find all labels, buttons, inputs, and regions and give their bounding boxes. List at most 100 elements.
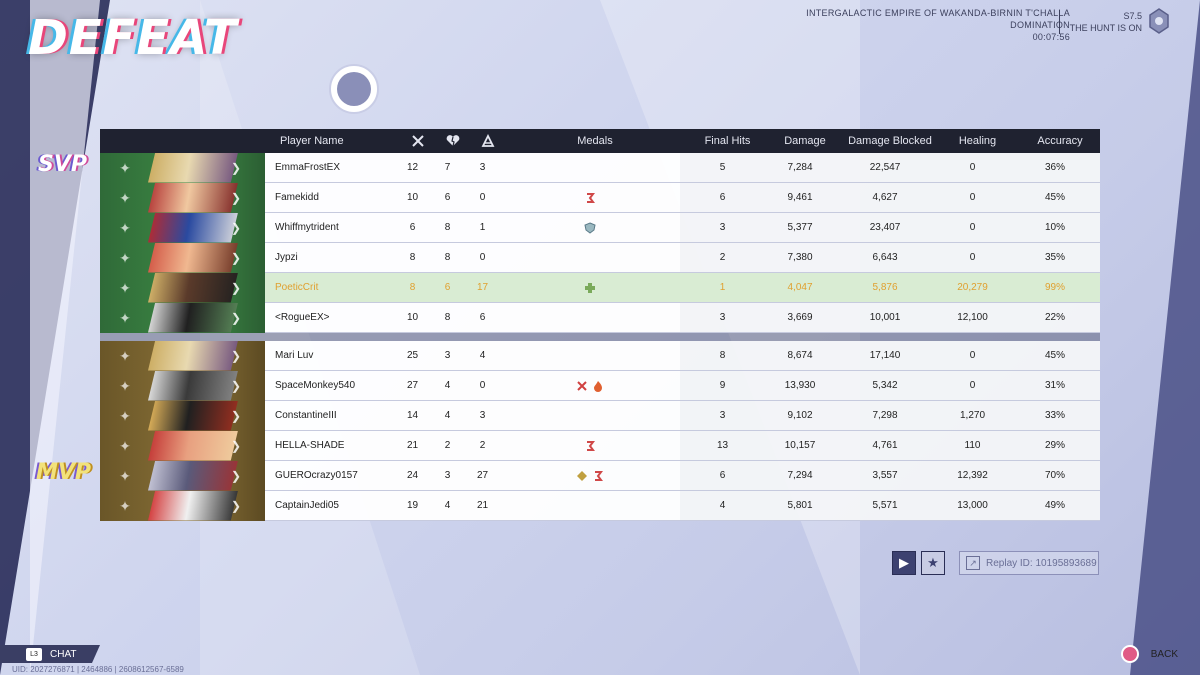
hero-portrait[interactable]: ✦ ❯ — [100, 490, 265, 521]
player-row[interactable]: ✦ ❯ SpaceMonkey540 27 4 0 9 13,930 5,342… — [100, 370, 1100, 401]
damage-value: 5,377 — [765, 213, 835, 242]
hero-portrait[interactable]: ✦ ❯ — [100, 242, 265, 273]
accuracy-value: 70% — [1010, 461, 1100, 490]
fire-medal-icon — [594, 380, 602, 392]
chevron-right-icon: ❯ — [231, 348, 242, 363]
hero-portrait[interactable]: ✦ ❯ — [100, 182, 265, 213]
heal-medal-icon — [585, 282, 595, 293]
damage-value: 5,801 — [765, 491, 835, 520]
hero-role-icon: ✦ — [119, 159, 131, 176]
deaths-value: 8 — [444, 312, 451, 323]
kills-medal-icon — [577, 380, 587, 391]
player-row[interactable]: ✦ ❯ EmmaFrostEX 12 7 3 5 7,284 22,547 0 … — [100, 152, 1100, 183]
accuracy-value: 29% — [1010, 431, 1100, 460]
team-one-rows: ✦ ❯ EmmaFrostEX 12 7 3 5 7,284 22,547 0 … — [100, 152, 1100, 333]
final-hits-value: 9 — [680, 371, 765, 400]
player-name[interactable]: Jypzi — [275, 252, 298, 263]
hero-role-icon: ✦ — [119, 189, 131, 206]
accuracy-value: 45% — [1010, 183, 1100, 212]
match-result-title: DEFEAT — [28, 10, 238, 66]
header-damage: Damage — [784, 135, 826, 147]
chevron-right-icon: ❯ — [231, 310, 242, 325]
hero-portrait[interactable]: ✦ ❯ — [100, 370, 265, 401]
player-name[interactable]: ConstantineIII — [275, 410, 337, 421]
assists-value: 3 — [479, 410, 486, 421]
player-row[interactable]: ✦ ❯ CaptainJedi05 19 4 21 4 5,801 5,571 … — [100, 490, 1100, 521]
player-row[interactable]: ✦ ❯ GUEROcrazy0157 24 3 27 6 7,294 3,557… — [100, 460, 1100, 491]
player-row[interactable]: ✦ ❯ Whiffmytrident 6 8 1 3 5,377 23,407 … — [100, 212, 1100, 243]
scoreboard: Player Name Medals Final Hits Damage Dam… — [100, 129, 1100, 521]
hero-portrait[interactable]: ✦ ❯ — [100, 212, 265, 243]
hero-portrait[interactable]: ✦ ❯ — [100, 430, 265, 461]
play-replay-button[interactable]: ▶ — [892, 551, 916, 575]
hero-portrait[interactable]: ✦ ❯ — [100, 272, 265, 303]
player-row[interactable]: ✦ ❯ Famekidd 10 6 0 6 9,461 4,627 0 45% — [100, 182, 1100, 213]
medals-cell — [500, 380, 680, 392]
chevron-right-icon: ❯ — [231, 438, 242, 453]
back-button[interactable]: BACK — [1120, 645, 1178, 663]
final-hits-value: 5 — [680, 153, 765, 182]
player-row[interactable]: ✦ ❯ PoeticCrit 8 6 17 1 4,047 5,876 20,2… — [100, 272, 1100, 303]
player-row[interactable]: ✦ ❯ Jypzi 8 8 0 2 7,380 6,643 0 35% — [100, 242, 1100, 273]
healing-value: 0 — [935, 183, 1010, 212]
healing-value: 0 — [935, 371, 1010, 400]
team-divider — [100, 333, 1100, 341]
shield-medal-icon — [584, 221, 596, 234]
hero-portrait[interactable]: ✦ ❯ — [100, 340, 265, 371]
deaths-value: 8 — [444, 252, 451, 263]
player-name[interactable]: Famekidd — [275, 192, 319, 203]
hero-role-icon: ✦ — [119, 497, 131, 514]
kills-value: 10 — [406, 312, 419, 323]
deaths-value: 2 — [444, 440, 451, 451]
assists-value: 6 — [479, 312, 486, 323]
player-name[interactable]: PoeticCrit — [275, 282, 319, 293]
player-name[interactable]: EmmaFrostEX — [275, 162, 341, 173]
chevron-right-icon: ❯ — [231, 408, 242, 423]
player-name[interactable]: Whiffmytrident — [275, 222, 339, 233]
player-name[interactable]: HELLA-SHADE — [275, 440, 345, 451]
swords-icon — [411, 135, 424, 147]
damage-blocked-value: 6,643 — [835, 243, 935, 272]
match-info: INTERGALACTIC EMPIRE OF WAKANDA-BIRNIN T… — [806, 7, 1070, 43]
player-row[interactable]: ✦ ❯ Mari Luv 25 3 4 8 8,674 17,140 0 45% — [100, 340, 1100, 371]
player-name[interactable]: Mari Luv — [275, 350, 314, 361]
hero-art — [148, 430, 238, 461]
view-toggle-button[interactable] — [329, 64, 379, 114]
uid-text: UID: 2027276871 | 2464886 | 2608612567-6… — [12, 665, 184, 674]
assists-value: 4 — [479, 350, 486, 361]
hero-art — [148, 370, 238, 401]
hero-role-icon: ✦ — [119, 467, 131, 484]
healing-value: 0 — [935, 213, 1010, 242]
season-emblem-icon — [1149, 8, 1169, 34]
damage-blocked-value: 3,557 — [835, 461, 935, 490]
replay-id-label: Replay ID: 10195893689 — [986, 557, 1097, 569]
medals-cell — [500, 221, 680, 234]
player-row[interactable]: ✦ ❯ HELLA-SHADE 21 2 2 13 10,157 4,761 1… — [100, 430, 1100, 461]
assist-medal-icon — [577, 470, 587, 481]
final-hits-value: 4 — [680, 491, 765, 520]
player-row[interactable]: ✦ ❯ ConstantineIII 14 4 3 3 9,102 7,298 … — [100, 400, 1100, 431]
damage-value: 7,380 — [765, 243, 835, 272]
chevron-right-icon: ❯ — [231, 190, 242, 205]
medals-cell — [500, 192, 680, 204]
chat-button[interactable]: CHAT — [0, 645, 100, 663]
player-name[interactable]: <RogueEX> — [275, 312, 330, 323]
svp-badge: SVP — [38, 152, 87, 177]
hero-portrait[interactable]: ✦ ❯ — [100, 460, 265, 491]
damage-blocked-value: 5,876 — [872, 282, 898, 293]
player-name[interactable]: CaptainJedi05 — [275, 500, 339, 511]
final-hits-value: 6 — [680, 183, 765, 212]
season-name: THE HUNT IS ON — [1069, 23, 1142, 33]
player-name[interactable]: GUEROcrazy0157 — [275, 470, 358, 481]
hero-role-icon: ✦ — [119, 437, 131, 454]
hero-portrait[interactable]: ✦ ❯ — [100, 400, 265, 431]
replay-id-button[interactable]: ↗ Replay ID: 10195893689 — [959, 551, 1099, 575]
hero-portrait[interactable]: ✦ ❯ — [100, 152, 265, 183]
favorite-button[interactable]: ★ — [921, 551, 945, 575]
season-number: S7.5 — [1123, 11, 1142, 21]
final-hits-value: 3 — [680, 213, 765, 242]
hero-portrait[interactable]: ✦ ❯ — [100, 302, 265, 333]
player-name[interactable]: SpaceMonkey540 — [275, 380, 356, 391]
player-row[interactable]: ✦ ❯ <RogueEX> 10 8 6 3 3,669 10,001 12,1… — [100, 302, 1100, 333]
medals-cell — [500, 282, 680, 294]
